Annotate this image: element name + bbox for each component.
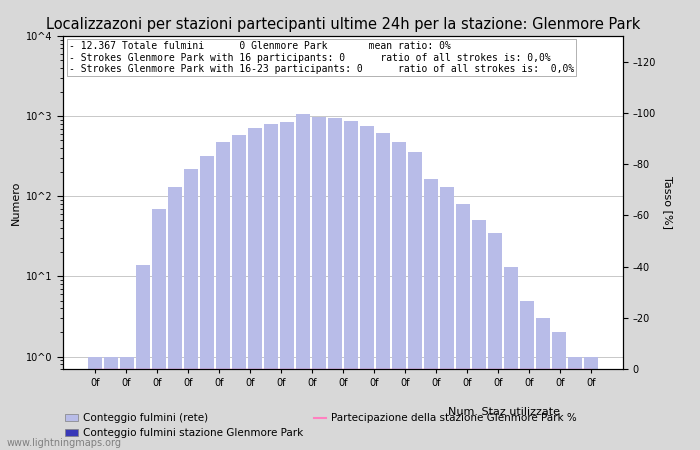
Bar <box>153 209 166 450</box>
Bar <box>280 122 294 450</box>
Bar <box>248 128 262 450</box>
Text: www.lightningmaps.org: www.lightningmaps.org <box>7 438 122 448</box>
Text: Num. Staz utilizzate: Num. Staz utilizzate <box>448 407 560 417</box>
Bar <box>120 356 134 450</box>
Bar <box>392 142 406 450</box>
Title: Localizzazoni per stazioni partecipanti ultime 24h per la stazione: Glenmore Par: Localizzazoni per stazioni partecipanti … <box>46 17 641 32</box>
Bar <box>568 356 582 450</box>
Bar <box>408 152 421 450</box>
Bar <box>440 187 454 450</box>
Bar <box>184 169 198 450</box>
Bar <box>296 114 310 450</box>
Bar <box>265 124 278 450</box>
Bar <box>88 356 102 450</box>
Bar <box>456 204 470 450</box>
Bar <box>520 301 533 450</box>
Bar <box>88 381 102 450</box>
Bar <box>312 117 326 450</box>
Bar <box>360 126 374 450</box>
Legend: Conteggio fulmini (rete), Conteggio fulmini stazione Glenmore Park, Partecipazio: Conteggio fulmini (rete), Conteggio fulm… <box>61 409 582 442</box>
Y-axis label: Tasso [%]: Tasso [%] <box>663 176 673 229</box>
Bar <box>488 233 502 450</box>
Bar <box>104 356 118 450</box>
Bar <box>328 118 342 450</box>
Bar <box>424 179 438 450</box>
Bar <box>504 267 517 450</box>
Y-axis label: Numero: Numero <box>10 180 20 225</box>
Bar <box>584 356 598 450</box>
Bar <box>232 135 246 450</box>
Bar <box>472 220 486 450</box>
Bar <box>552 333 566 450</box>
Bar <box>344 121 358 450</box>
Bar <box>200 156 214 450</box>
Bar <box>216 142 230 450</box>
Bar <box>169 187 182 450</box>
Bar <box>536 318 550 450</box>
Bar <box>376 133 390 450</box>
Text: - 12.367 Totale fulmini      0 Glenmore Park       mean ratio: 0%
- Strokes Glen: - 12.367 Totale fulmini 0 Glenmore Park … <box>69 41 574 74</box>
Bar <box>136 265 150 450</box>
